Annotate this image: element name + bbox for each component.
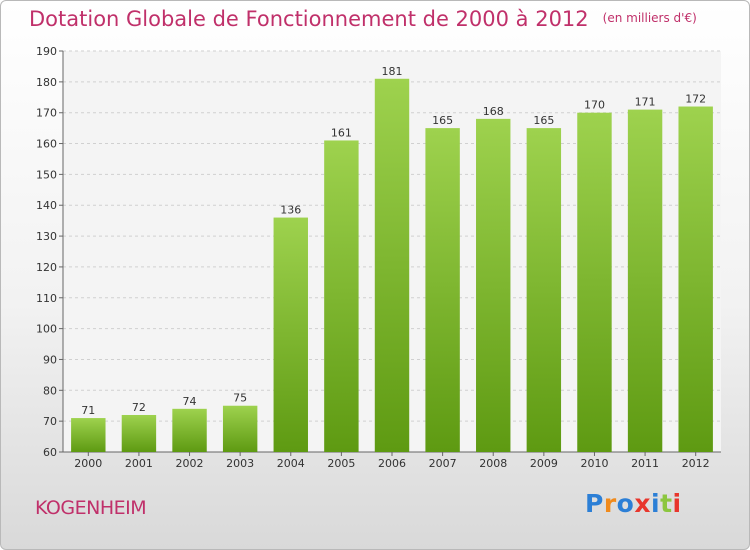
bar <box>71 418 106 452</box>
bar <box>627 109 663 452</box>
y-tick-label: 110 <box>36 292 57 305</box>
data-label: 172 <box>685 93 706 106</box>
x-tick-label: 2003 <box>226 457 254 470</box>
x-tick-label: 2011 <box>631 457 659 470</box>
y-tick-label: 120 <box>36 261 57 274</box>
y-tick-label: 160 <box>36 138 57 151</box>
x-tick-label: 2007 <box>429 457 457 470</box>
x-tick-label: 2009 <box>530 457 558 470</box>
logo-letter: x <box>634 489 651 518</box>
y-tick-label: 80 <box>43 384 57 397</box>
data-label: 165 <box>533 114 554 127</box>
x-tick-label: 2006 <box>378 457 406 470</box>
data-label: 165 <box>432 114 453 127</box>
y-tick-label: 180 <box>36 76 57 89</box>
logo-letter: o <box>616 489 635 518</box>
bar <box>577 112 612 452</box>
y-tick-label: 130 <box>36 230 57 243</box>
logo-letter: P <box>585 489 604 518</box>
proxiti-logo: Proxiti <box>585 489 682 518</box>
data-label: 161 <box>331 126 352 139</box>
commune-name: KOGENHEIM <box>35 497 147 519</box>
x-tick-label: 2002 <box>176 457 204 470</box>
data-label: 181 <box>382 65 403 78</box>
bar <box>121 414 157 452</box>
unit-label: (en milliers d'€) <box>602 11 697 25</box>
y-tick-label: 140 <box>36 199 57 212</box>
chart-title: Dotation Globale de Fonctionnement de 20… <box>29 7 697 31</box>
bar <box>678 106 713 453</box>
y-tick-label: 90 <box>43 353 57 366</box>
bar <box>526 128 562 452</box>
x-tick-label: 2004 <box>277 457 305 470</box>
y-tick-label: 190 <box>36 45 57 58</box>
x-tick-label: 2005 <box>327 457 355 470</box>
bar <box>374 78 410 452</box>
logo-letter: i <box>651 489 661 518</box>
data-label: 74 <box>183 395 197 408</box>
y-tick-label: 70 <box>43 415 57 428</box>
x-tick-label: 2001 <box>125 457 153 470</box>
data-label: 170 <box>584 99 605 112</box>
bar <box>324 140 359 452</box>
data-label: 75 <box>233 392 247 405</box>
y-tick-label: 150 <box>36 168 57 181</box>
data-label: 136 <box>280 204 301 217</box>
title-text: Dotation Globale de Fonctionnement de 20… <box>29 7 589 31</box>
bar <box>425 128 460 452</box>
data-label: 168 <box>483 105 504 118</box>
logo-letter: t <box>660 489 673 518</box>
y-tick-label: 100 <box>36 323 57 336</box>
bar <box>172 408 207 452</box>
data-label: 71 <box>81 404 95 417</box>
bar <box>222 405 258 452</box>
logo-letter: i <box>672 489 682 518</box>
x-tick-label: 2010 <box>580 457 608 470</box>
data-label: 72 <box>132 401 146 414</box>
x-tick-label: 2012 <box>682 457 710 470</box>
y-tick-label: 60 <box>43 446 57 459</box>
bar <box>273 217 308 452</box>
x-tick-label: 2000 <box>74 457 102 470</box>
y-tick-label: 170 <box>36 107 57 120</box>
x-tick-label: 2008 <box>479 457 507 470</box>
data-label: 171 <box>635 96 656 109</box>
logo-letter: r <box>603 489 617 518</box>
bar <box>476 118 511 452</box>
